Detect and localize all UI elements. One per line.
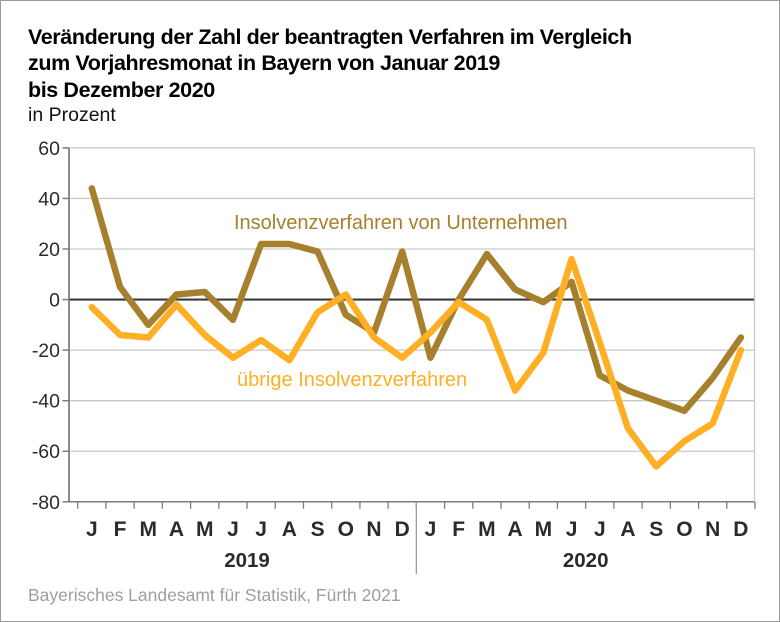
y-axis-tick-label: -40 [32, 391, 60, 413]
month-label: F [114, 518, 127, 541]
month-label: M [478, 518, 496, 541]
series-inline-label: übrige Insolvenzverfahren [237, 369, 467, 391]
chart-subtitle: in Prozent [28, 103, 116, 126]
month-label: J [594, 518, 606, 541]
month-label: D [733, 518, 748, 541]
y-axis-labels: 60 40 20 0 -20 -40 -60 -80 [32, 138, 60, 514]
source-attribution: Bayerisches Landesamt für Statistik, Für… [28, 585, 401, 605]
month-label: A [508, 518, 523, 541]
chart-title-line-2: zum Vorjahresmonat in Bayern von Januar … [28, 51, 500, 76]
gridlines [69, 147, 755, 503]
series-inline-label: Insolvenzverfahren von Unternehmen [234, 212, 568, 234]
year-labels: 2019 2020 [224, 549, 608, 572]
month-label: M [140, 518, 158, 541]
series-uebrige-line [88, 255, 745, 470]
month-label: N [366, 518, 381, 541]
year-label: 2020 [563, 549, 609, 572]
month-label: A [169, 518, 184, 541]
month-label: S [311, 518, 325, 541]
y-axis-tick-label: -80 [32, 492, 60, 514]
month-label: M [196, 518, 214, 541]
series-unternehmen-line [88, 185, 745, 415]
y-axis-tick-label: 60 [38, 138, 60, 160]
y-axis-tick-label: 0 [49, 290, 60, 312]
month-label: M [535, 518, 553, 541]
y-axis-tick-label: 20 [38, 239, 60, 261]
month-label: O [676, 518, 692, 541]
chart-title-line-3: bis Dezember 2020 [28, 77, 215, 102]
month-label: J [566, 518, 578, 541]
month-label: A [620, 518, 635, 541]
month-label: O [338, 518, 354, 541]
y-axis-tick-label: -60 [32, 441, 60, 463]
month-label: D [395, 518, 410, 541]
month-label: J [86, 518, 98, 541]
y-axis-tick-label: -20 [32, 340, 60, 362]
y-axis-tick-label: 40 [38, 188, 60, 210]
month-label: N [705, 518, 720, 541]
year-label: 2019 [224, 549, 270, 572]
chart-title-line-1: Veränderung der Zahl der beantragten Ver… [28, 25, 632, 49]
month-label: J [227, 518, 239, 541]
axes [62, 147, 756, 574]
series-labels: Insolvenzverfahren von Unternehmen übrige… [234, 212, 568, 391]
month-label: A [282, 518, 297, 541]
chart-title: Veränderung der Zahl der beantragten Ver… [28, 24, 632, 127]
month-label: J [425, 518, 437, 541]
month-label: F [452, 518, 465, 541]
month-label: J [255, 518, 267, 541]
month-label: S [649, 518, 663, 541]
